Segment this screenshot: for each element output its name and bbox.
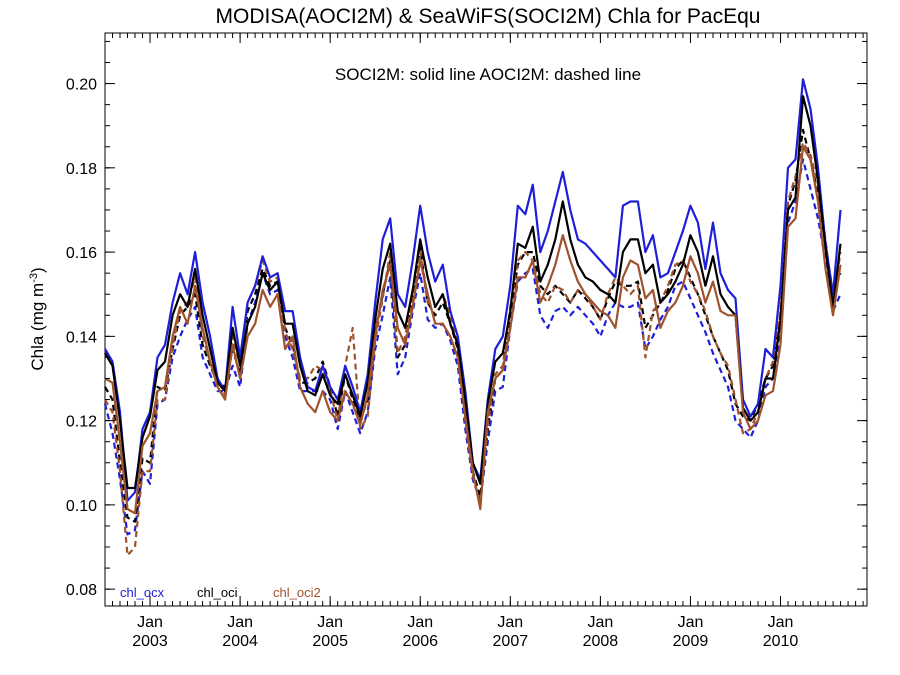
x-tick-month-label: Jan <box>317 614 343 631</box>
series-line-chl-ocx-soci2m <box>104 78 842 502</box>
plot-frame <box>104 32 868 607</box>
x-tick-month-label: Jan <box>497 614 523 631</box>
x-tick-month-label: Jan <box>227 614 253 631</box>
x-axis-ticks: Jan 2003 Jan 2004 Jan 2005 Jan 2006 Jan 2007 Jan 20… <box>104 33 864 650</box>
x-tick-year-label: 2010 <box>763 633 799 650</box>
y-axis-label-main: Chla (mg m <box>28 283 47 371</box>
series-layer <box>103 78 842 557</box>
y-tick-label: 0.08 <box>66 582 97 599</box>
y-tick-label: 0.12 <box>66 414 97 431</box>
x-tick-year-label: 2005 <box>312 633 348 650</box>
y-tick-label: 0.14 <box>66 329 97 346</box>
x-tick-year-label: 2009 <box>673 633 709 650</box>
x-tick-year-label: 2004 <box>222 633 258 650</box>
x-tick-month-label: Jan <box>678 614 704 631</box>
legend-chl-oci: chl_oci <box>197 585 238 600</box>
x-tick-month-label: Jan <box>587 614 613 631</box>
x-tick-month-label: Jan <box>768 614 794 631</box>
x-tick-year-label: 2006 <box>402 633 438 650</box>
y-axis-label-superscript: -3 <box>28 273 40 283</box>
y-tick-label: 0.16 <box>66 245 97 262</box>
x-tick-year-label: 2007 <box>493 633 529 650</box>
y-tick-label: 0.18 <box>66 161 97 178</box>
x-tick-month-label: Jan <box>137 614 163 631</box>
series-line-chl-oci2-soci2m <box>104 145 842 515</box>
y-axis-label-tail: ) <box>28 267 47 273</box>
x-tick-year-label: 2003 <box>132 633 168 650</box>
chart-title: MODISA(AOCI2M) & SeaWiFS(SOCI2M) Chla fo… <box>216 5 761 28</box>
y-axis-ticks: 0.08 0.10 0.12 0.14 0.16 0.18 0.20 <box>66 40 867 599</box>
line-style-note: SOCI2M: solid line AOCI2M: dashed line <box>335 65 641 84</box>
y-axis-label: Chla (mg m-3) <box>28 267 47 370</box>
legend-chl-oci2: chl_oci2 <box>273 585 321 600</box>
y-tick-label: 0.20 <box>66 77 97 94</box>
series-line-chl-oci2-aoci2m <box>104 141 842 557</box>
y-tick-label: 0.10 <box>66 498 97 515</box>
x-tick-month-label: Jan <box>407 614 433 631</box>
legend-chl-ocx: chl_ocx <box>120 585 165 600</box>
series-line-chl-oci-soci2m <box>104 95 842 490</box>
x-tick-year-label: 2008 <box>583 633 619 650</box>
